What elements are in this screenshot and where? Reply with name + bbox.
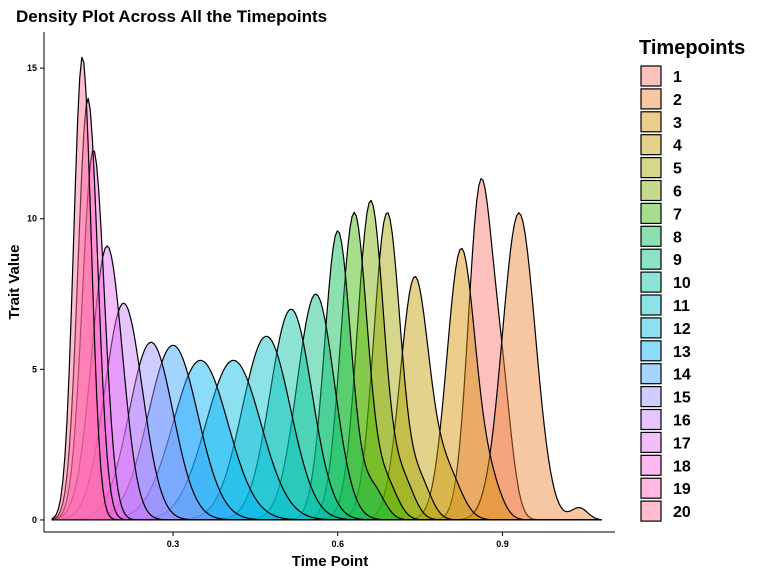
- legend-swatch-7: [640, 202, 662, 224]
- axes: [43, 32, 615, 533]
- legend-label-3: 3: [673, 115, 682, 132]
- legend-label-4: 4: [673, 138, 682, 155]
- legend-label-6: 6: [673, 184, 682, 201]
- legend-swatch-6: [640, 179, 662, 202]
- legend-swatch-3: [640, 111, 662, 133]
- legend-swatch-16: [640, 408, 662, 431]
- legend-swatch-13: [640, 340, 662, 362]
- x-axis-title: Time Point: [292, 553, 368, 570]
- x-tick-label: 0.6: [331, 539, 344, 549]
- legend-label-12: 12: [673, 321, 691, 338]
- legend-swatch-18: [640, 454, 662, 476]
- legend-label-15: 15: [673, 390, 691, 407]
- x-tick-label: 0.3: [167, 539, 180, 549]
- y-tick-label: 15: [27, 63, 37, 73]
- plot-area: [51, 56, 602, 521]
- legend-swatch-14: [640, 363, 662, 385]
- legend-swatch-4: [640, 134, 662, 156]
- legend-label-14: 14: [673, 367, 691, 384]
- legend-swatch-1: [640, 65, 662, 87]
- legend-label-5: 5: [673, 161, 682, 178]
- y-tick-label: 10: [27, 214, 37, 224]
- legend-swatch-5: [640, 157, 662, 179]
- legend: Timepoints 12345678910111213141516171819…: [639, 37, 745, 522]
- legend-swatch-12: [640, 317, 662, 339]
- legend-title: Timepoints: [639, 37, 745, 59]
- legend-label-11: 11: [673, 298, 690, 315]
- legend-swatch-19: [640, 477, 662, 499]
- legend-label-16: 16: [673, 413, 691, 430]
- y-tick-label: 0: [32, 515, 37, 525]
- legend-label-1: 1: [673, 69, 682, 86]
- legend-label-18: 18: [673, 458, 691, 475]
- legend-label-13: 13: [673, 344, 691, 361]
- legend-label-10: 10: [673, 275, 691, 292]
- legend-swatch-10: [640, 271, 662, 293]
- legend-swatch-11: [640, 294, 662, 316]
- legend-label-9: 9: [673, 252, 682, 269]
- legend-swatch-15: [640, 386, 662, 408]
- legend-label-17: 17: [673, 435, 691, 452]
- legend-label-20: 20: [673, 504, 691, 521]
- legend-swatch-9: [640, 248, 662, 270]
- legend-label-8: 8: [673, 229, 682, 246]
- y-axis-title: Trait Value: [6, 244, 23, 319]
- y-ticks: 0 5 10 15: [27, 63, 44, 525]
- density-series-20: [51, 56, 602, 521]
- legend-swatch-20: [640, 500, 662, 522]
- x-ticks: 0.3 0.6 0.9: [167, 532, 509, 549]
- legend-label-7: 7: [673, 206, 682, 223]
- chart-title: Density Plot Across All the Timepoints: [16, 7, 327, 26]
- x-tick-label: 0.9: [496, 539, 509, 549]
- legend-label-2: 2: [673, 92, 682, 109]
- legend-swatch-8: [640, 225, 662, 247]
- legend-swatch-2: [640, 88, 662, 110]
- y-tick-label: 5: [32, 364, 37, 374]
- legend-label-19: 19: [673, 481, 691, 498]
- legend-swatch-17: [640, 431, 662, 453]
